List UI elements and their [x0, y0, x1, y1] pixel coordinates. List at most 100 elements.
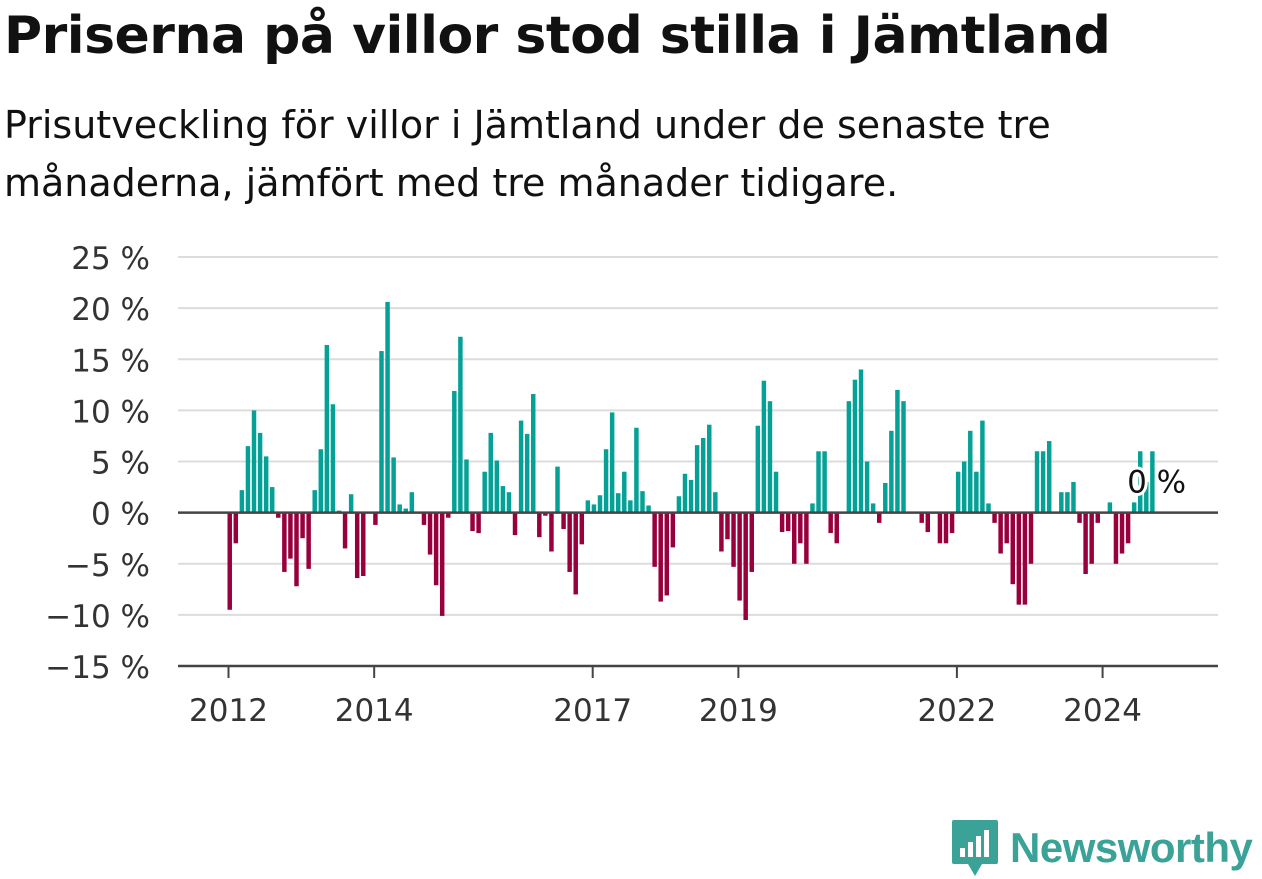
bar	[1138, 451, 1143, 513]
bar	[482, 471, 487, 513]
bar	[798, 512, 803, 544]
bar	[1071, 481, 1076, 513]
bar	[615, 493, 621, 513]
bar	[719, 512, 724, 552]
bar	[955, 471, 961, 513]
bar	[439, 512, 445, 616]
bar	[1113, 512, 1119, 564]
bar	[986, 503, 991, 513]
bar	[470, 512, 475, 532]
bar	[925, 512, 931, 533]
bar	[1107, 502, 1113, 513]
bar	[670, 512, 676, 548]
bar	[943, 512, 949, 544]
bar	[597, 495, 603, 513]
bar	[876, 512, 882, 523]
bar	[1022, 512, 1028, 605]
bar	[919, 512, 924, 523]
y-tick-label: 0 %	[91, 497, 150, 533]
bar	[458, 336, 463, 513]
bar	[804, 512, 809, 564]
bar	[391, 457, 396, 513]
x-tick-label: 2017	[553, 693, 632, 729]
bar	[949, 512, 955, 534]
bar	[464, 459, 469, 513]
logo-text: Newsworthy	[1010, 824, 1253, 871]
bar	[1028, 512, 1034, 564]
bar	[294, 512, 299, 587]
bar	[889, 430, 894, 513]
bar	[1059, 492, 1064, 513]
bar	[227, 512, 232, 610]
bar	[998, 512, 1003, 554]
bar	[834, 512, 839, 544]
bar	[1144, 481, 1149, 513]
bar	[870, 503, 876, 513]
bar	[452, 390, 457, 513]
bar	[658, 512, 663, 602]
bar	[1095, 512, 1100, 523]
y-tick-label: −10 %	[45, 599, 150, 635]
chart-title: Priserna på villor stod stilla i Jämtlan…	[4, 6, 1111, 66]
bar	[433, 512, 439, 586]
bar	[895, 389, 900, 513]
bar	[846, 401, 852, 513]
bar	[549, 512, 554, 552]
x-tick-label: 2012	[189, 693, 268, 729]
bar	[269, 487, 275, 513]
bar	[1040, 451, 1046, 513]
bar	[1077, 512, 1082, 523]
bar	[628, 500, 633, 513]
bar	[664, 512, 670, 596]
bar	[852, 379, 858, 513]
bar	[767, 401, 773, 513]
bar	[640, 491, 645, 513]
bar	[524, 433, 530, 513]
y-axis-labels: 25 % 20 % 15 % 10 % 5 % 0 % −5 % −10 % −15 %	[45, 241, 150, 686]
bar	[531, 394, 536, 513]
bar	[233, 512, 239, 544]
bar	[276, 512, 281, 518]
bar	[688, 479, 694, 513]
last-value-label: 0 %	[1127, 465, 1186, 501]
last-value-annotation: 0 %	[1124, 462, 1189, 504]
bar	[306, 512, 311, 569]
bar	[373, 512, 378, 525]
bar	[251, 410, 257, 513]
bar	[883, 482, 888, 513]
bar	[500, 486, 506, 513]
bar	[409, 492, 415, 513]
x-axis-ticks	[227, 666, 1104, 678]
bar	[579, 512, 585, 545]
bar	[288, 512, 293, 559]
y-tick-label: 25 %	[71, 241, 150, 277]
bar	[743, 512, 748, 620]
bar	[682, 473, 688, 513]
bar	[427, 512, 433, 555]
bar	[700, 437, 706, 513]
bar	[245, 446, 251, 513]
bar	[1089, 512, 1094, 564]
bar	[676, 496, 682, 513]
bar	[609, 412, 615, 513]
bar	[755, 425, 761, 513]
y-tick-label: 5 %	[91, 446, 150, 482]
bar	[792, 512, 797, 564]
bar	[1125, 512, 1131, 544]
bar	[348, 494, 354, 513]
bar	[567, 512, 572, 572]
bar	[646, 505, 651, 513]
bar	[980, 420, 985, 513]
bar	[773, 471, 779, 513]
bar	[1065, 492, 1070, 513]
bars	[227, 301, 1155, 620]
bar	[1150, 451, 1155, 513]
bar	[785, 512, 791, 532]
bar	[330, 404, 336, 513]
x-tick-label: 2022	[917, 693, 996, 729]
bar	[318, 449, 324, 513]
bar	[1010, 512, 1015, 585]
bar	[713, 492, 718, 513]
bar	[828, 512, 833, 534]
bar	[1046, 441, 1052, 513]
